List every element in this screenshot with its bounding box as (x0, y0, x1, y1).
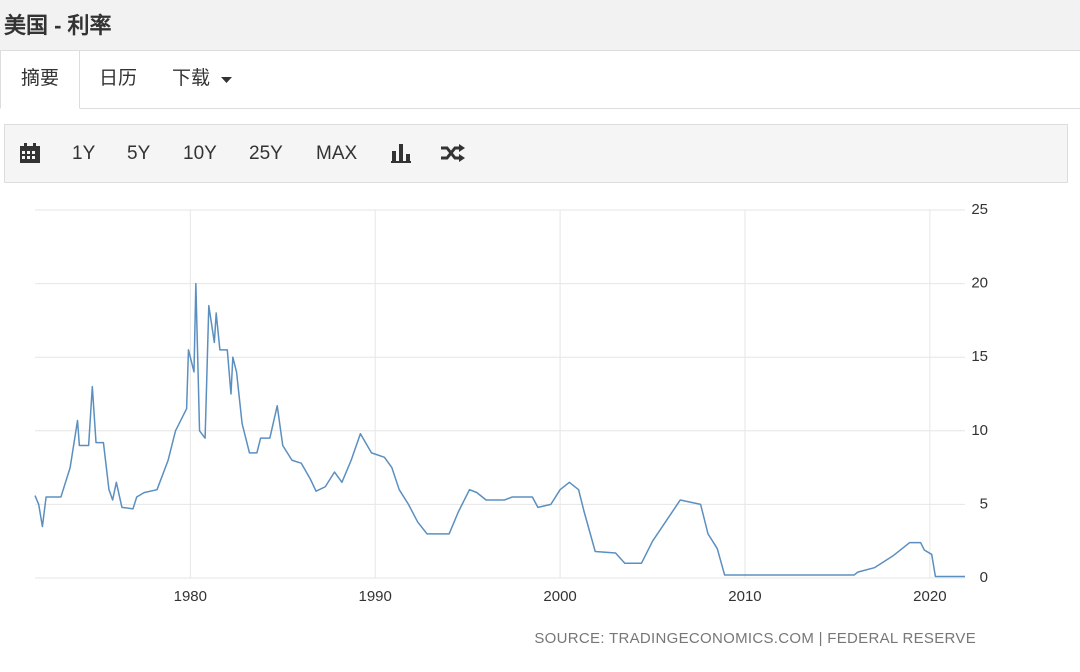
x-tick-label: 2010 (728, 588, 761, 605)
page-title: 美国 - 利率 (4, 13, 112, 38)
range-button[interactable]: 1Y (72, 143, 96, 164)
x-tick-label: 1980 (174, 588, 207, 605)
tab-bar: 摘要 日历 下载 (0, 51, 1080, 109)
y-tick-label: 25 (971, 201, 988, 218)
range-button[interactable]: MAX (316, 143, 358, 164)
header: 美国 - 利率 (0, 0, 1080, 51)
range-button[interactable]: 5Y (127, 143, 151, 164)
source-note: SOURCE: TRADINGECONOMICS.COM | FEDERAL R… (534, 630, 976, 647)
y-tick-label: 20 (971, 275, 988, 292)
y-tick-label: 5 (980, 495, 988, 512)
chart: SOURCE: TRADINGECONOMICS.COM | FEDERAL R… (34, 201, 988, 647)
tab[interactable]: 下载 (172, 68, 211, 89)
range-button[interactable]: 10Y (183, 143, 217, 164)
x-tick-label: 2020 (913, 588, 946, 605)
x-tick-label: 2000 (543, 588, 576, 605)
toolbar: 1Y 5Y 10Y 25Y MAX (4, 124, 1068, 183)
y-tick-label: 10 (971, 422, 988, 439)
y-tick-label: 15 (971, 348, 988, 365)
data-line (34, 282, 965, 578)
x-tick-label: 1990 (359, 588, 392, 605)
shuffle-icon[interactable] (441, 143, 465, 163)
range-button[interactable]: 25Y (249, 143, 283, 164)
tab[interactable]: 日历 (99, 68, 138, 89)
bar-chart-icon[interactable] (391, 143, 411, 163)
y-tick-label: 0 (980, 569, 988, 586)
tab[interactable]: 摘要 (0, 51, 80, 109)
calendar-icon[interactable] (20, 143, 40, 163)
dropdown-caret (221, 77, 232, 83)
